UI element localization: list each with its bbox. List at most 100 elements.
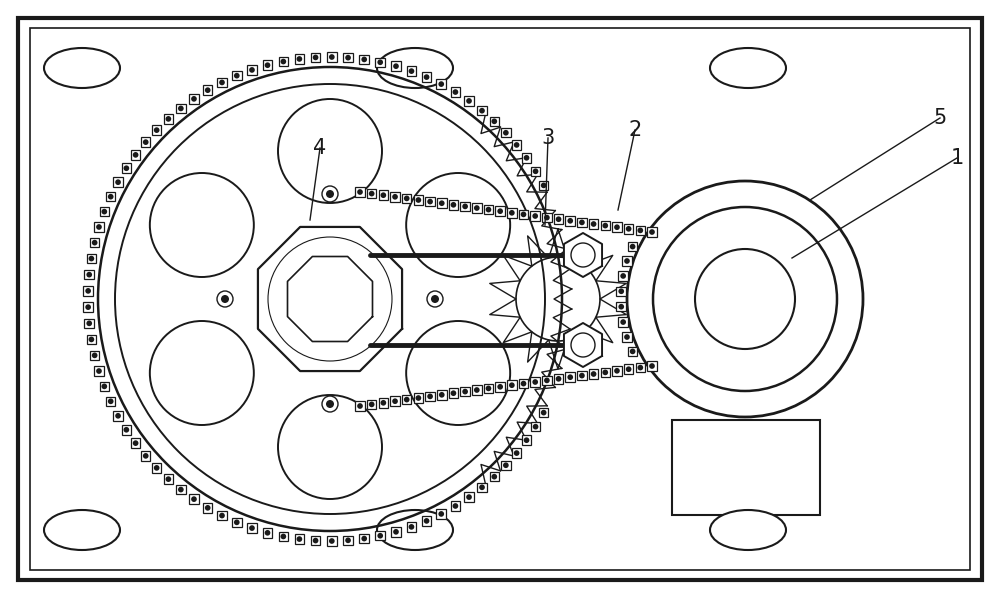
Bar xyxy=(217,78,227,87)
Bar xyxy=(311,53,320,62)
Bar xyxy=(636,225,645,235)
Bar xyxy=(422,516,431,526)
Text: 5: 5 xyxy=(933,108,947,128)
Bar xyxy=(113,178,123,187)
Circle shape xyxy=(524,437,529,443)
Circle shape xyxy=(618,288,624,294)
Circle shape xyxy=(219,80,225,86)
Circle shape xyxy=(281,533,286,539)
Circle shape xyxy=(369,191,375,197)
Bar xyxy=(407,66,416,76)
Circle shape xyxy=(297,56,302,62)
Circle shape xyxy=(86,321,92,326)
Bar xyxy=(343,536,353,545)
Bar xyxy=(512,448,521,458)
Bar xyxy=(477,483,487,492)
Circle shape xyxy=(424,74,429,80)
Bar xyxy=(490,472,499,481)
Circle shape xyxy=(474,387,480,393)
Circle shape xyxy=(249,525,255,531)
Bar xyxy=(84,270,94,279)
Circle shape xyxy=(345,538,351,543)
Circle shape xyxy=(521,381,526,386)
Circle shape xyxy=(624,258,630,264)
Circle shape xyxy=(466,494,472,500)
Circle shape xyxy=(345,55,351,60)
Bar xyxy=(477,106,487,115)
Circle shape xyxy=(614,368,620,374)
Bar xyxy=(449,200,458,209)
Circle shape xyxy=(521,212,526,217)
Circle shape xyxy=(453,503,458,509)
Circle shape xyxy=(439,200,445,206)
Bar xyxy=(87,335,96,344)
Bar xyxy=(507,380,517,390)
Circle shape xyxy=(191,96,197,102)
Bar xyxy=(472,203,482,213)
Circle shape xyxy=(466,98,472,104)
Bar xyxy=(484,384,493,393)
Circle shape xyxy=(579,219,585,225)
Bar xyxy=(100,382,109,391)
Circle shape xyxy=(524,155,529,161)
Bar xyxy=(624,224,633,234)
Bar xyxy=(131,150,140,160)
Circle shape xyxy=(191,496,197,502)
Bar xyxy=(407,522,416,532)
Bar xyxy=(542,376,552,385)
Circle shape xyxy=(438,81,444,87)
Circle shape xyxy=(101,209,107,215)
Bar xyxy=(577,218,587,227)
Bar xyxy=(402,194,411,203)
Circle shape xyxy=(614,224,620,230)
Bar xyxy=(531,422,540,431)
Bar xyxy=(589,219,598,229)
Bar xyxy=(601,221,610,230)
Circle shape xyxy=(96,368,102,374)
Bar xyxy=(622,332,632,342)
Bar xyxy=(616,302,626,312)
Circle shape xyxy=(205,87,211,93)
Circle shape xyxy=(115,179,121,185)
Bar xyxy=(647,227,657,237)
Bar xyxy=(577,371,587,380)
Circle shape xyxy=(630,349,635,354)
Bar xyxy=(106,396,115,406)
Bar xyxy=(189,495,199,504)
Bar xyxy=(464,492,474,502)
Bar xyxy=(531,167,540,176)
Bar xyxy=(490,117,499,126)
Circle shape xyxy=(124,427,129,432)
Circle shape xyxy=(89,256,94,261)
Bar xyxy=(355,401,365,411)
Circle shape xyxy=(249,67,255,73)
Circle shape xyxy=(439,392,445,398)
Circle shape xyxy=(281,59,286,65)
Bar xyxy=(176,485,186,495)
Circle shape xyxy=(219,512,225,518)
Circle shape xyxy=(265,62,270,68)
Circle shape xyxy=(133,440,138,446)
Circle shape xyxy=(381,193,386,198)
Circle shape xyxy=(453,89,458,95)
Bar xyxy=(437,199,447,208)
Circle shape xyxy=(234,73,240,78)
Bar xyxy=(565,373,575,382)
Bar xyxy=(647,361,657,371)
Circle shape xyxy=(620,319,626,325)
Bar xyxy=(189,94,199,103)
Bar xyxy=(530,377,540,387)
Bar xyxy=(164,114,173,124)
Circle shape xyxy=(514,142,519,148)
Circle shape xyxy=(166,116,171,122)
Bar xyxy=(367,399,376,409)
Bar xyxy=(164,474,173,484)
Bar xyxy=(232,518,242,527)
Bar xyxy=(519,210,528,219)
Circle shape xyxy=(620,273,626,279)
Circle shape xyxy=(178,106,184,111)
Circle shape xyxy=(544,215,550,221)
Bar xyxy=(542,213,552,222)
Bar xyxy=(379,190,388,200)
Bar xyxy=(636,363,645,373)
